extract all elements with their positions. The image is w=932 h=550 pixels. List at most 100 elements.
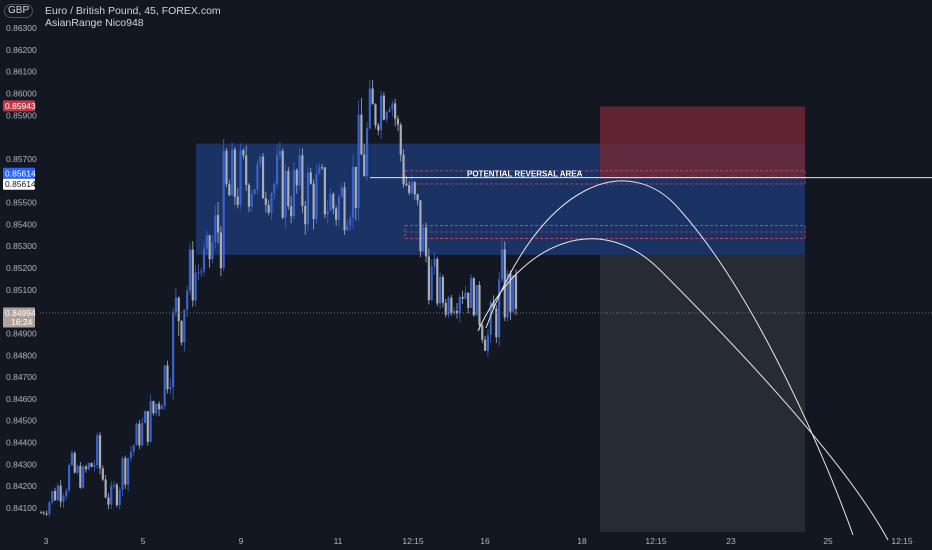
candle-body	[444, 302, 447, 315]
candle-body	[273, 184, 276, 194]
candle-body	[51, 491, 54, 503]
candle-body	[183, 309, 186, 343]
candle-body	[458, 296, 461, 314]
candle-body	[42, 512, 45, 514]
candle-body	[84, 466, 88, 470]
time-tick-10: 12:15	[891, 536, 913, 546]
candle-body	[340, 187, 343, 197]
candle-body	[127, 458, 130, 485]
candle-body	[135, 423, 138, 446]
price-tick-14: 0.84600	[6, 394, 37, 404]
candle-body	[270, 193, 273, 213]
candle-body	[332, 194, 335, 209]
candle-body	[186, 290, 189, 310]
price-tick-19: 0.84100	[6, 503, 37, 513]
time-tick-0: 3	[44, 536, 49, 546]
candle-body	[219, 232, 222, 269]
candle-body	[118, 489, 121, 506]
candle-body	[483, 339, 487, 351]
candle-body	[346, 225, 349, 231]
candle-body	[152, 401, 155, 414]
candle-body	[498, 279, 501, 338]
candle-body	[121, 458, 124, 490]
projection-curve-lower	[477, 238, 889, 541]
candle-body	[441, 276, 445, 303]
countdown-label: 16:24	[11, 317, 33, 327]
candle-body	[368, 88, 371, 129]
candle-body	[292, 169, 296, 217]
price-tick-8: 0.85300	[6, 241, 37, 251]
candle-body	[492, 302, 495, 309]
candle-body	[509, 273, 512, 312]
candle-body	[377, 125, 380, 131]
candle-body	[363, 154, 366, 176]
candle-body	[379, 95, 383, 131]
candle-body	[267, 204, 270, 213]
candle-body	[312, 183, 315, 220]
axes-layer: 0.86300 0.86200 0.86100 0.86000 0.85900 0.857…	[3, 23, 913, 546]
candle-body	[323, 167, 326, 215]
candle-body	[155, 403, 158, 414]
candle-body	[416, 194, 419, 201]
candle-body	[225, 150, 228, 185]
candle-body	[281, 150, 284, 218]
candle-body	[261, 156, 265, 199]
candle-body	[357, 114, 360, 208]
candle-body	[59, 485, 62, 502]
overlays-layer: POTENTIAL REVERSAL AREA	[40, 170, 932, 541]
candle-body	[486, 334, 489, 351]
price-label-entry_a: 0.85614	[5, 168, 36, 178]
candle-body	[163, 365, 166, 406]
candle-body	[160, 405, 163, 410]
price-tick-3: 0.86000	[6, 88, 37, 98]
candle-body	[385, 111, 388, 120]
candle-body	[87, 463, 90, 470]
candle-body	[298, 155, 301, 186]
candle-body	[188, 249, 192, 291]
time-tick-3: 11	[334, 536, 343, 546]
candle-body	[422, 227, 425, 252]
candle-body	[245, 155, 248, 185]
candle-body	[110, 485, 113, 505]
candle-body	[157, 403, 161, 410]
candle-body	[287, 170, 290, 207]
candle-body	[475, 284, 478, 316]
candle-body	[253, 189, 256, 195]
price-label-stop: 0.85943	[5, 101, 36, 111]
candle-body	[141, 422, 144, 446]
candle-body	[180, 321, 183, 343]
price-tick-11: 0.84900	[6, 328, 37, 338]
candle-body	[166, 365, 169, 390]
candle-body	[284, 170, 287, 218]
candle-body	[98, 435, 102, 469]
candle-body	[264, 198, 267, 205]
projection-curve-upper	[485, 180, 854, 536]
price-tick-13: 0.84700	[6, 372, 37, 382]
symbol-title: Euro / British Pound, 45, FOREX.com	[45, 5, 221, 17]
candle-body	[169, 387, 172, 390]
candle-body	[304, 205, 307, 225]
price-tick-5: 0.85700	[6, 154, 37, 164]
candle-body	[191, 249, 194, 301]
time-tick-4: 12:15	[402, 536, 424, 546]
candle-body	[394, 103, 397, 119]
candle-body	[233, 149, 237, 197]
candle-body	[250, 194, 253, 207]
candle-body	[68, 464, 71, 491]
candle-body	[374, 104, 377, 126]
candle-body	[39, 512, 43, 514]
price-tick-17: 0.84300	[6, 459, 37, 469]
candle-body	[259, 156, 262, 165]
time-tick-8: 23	[726, 536, 736, 546]
candle-body	[107, 497, 110, 505]
candle-body	[45, 513, 48, 515]
currency-badge[interactable]: GBP	[4, 4, 34, 18]
candle-body	[132, 445, 135, 452]
candle-body	[402, 154, 405, 185]
candle-body	[82, 466, 85, 488]
candle-body	[436, 258, 439, 304]
candle-body	[388, 109, 391, 112]
candle-body	[309, 172, 312, 184]
candle-body	[278, 150, 282, 156]
